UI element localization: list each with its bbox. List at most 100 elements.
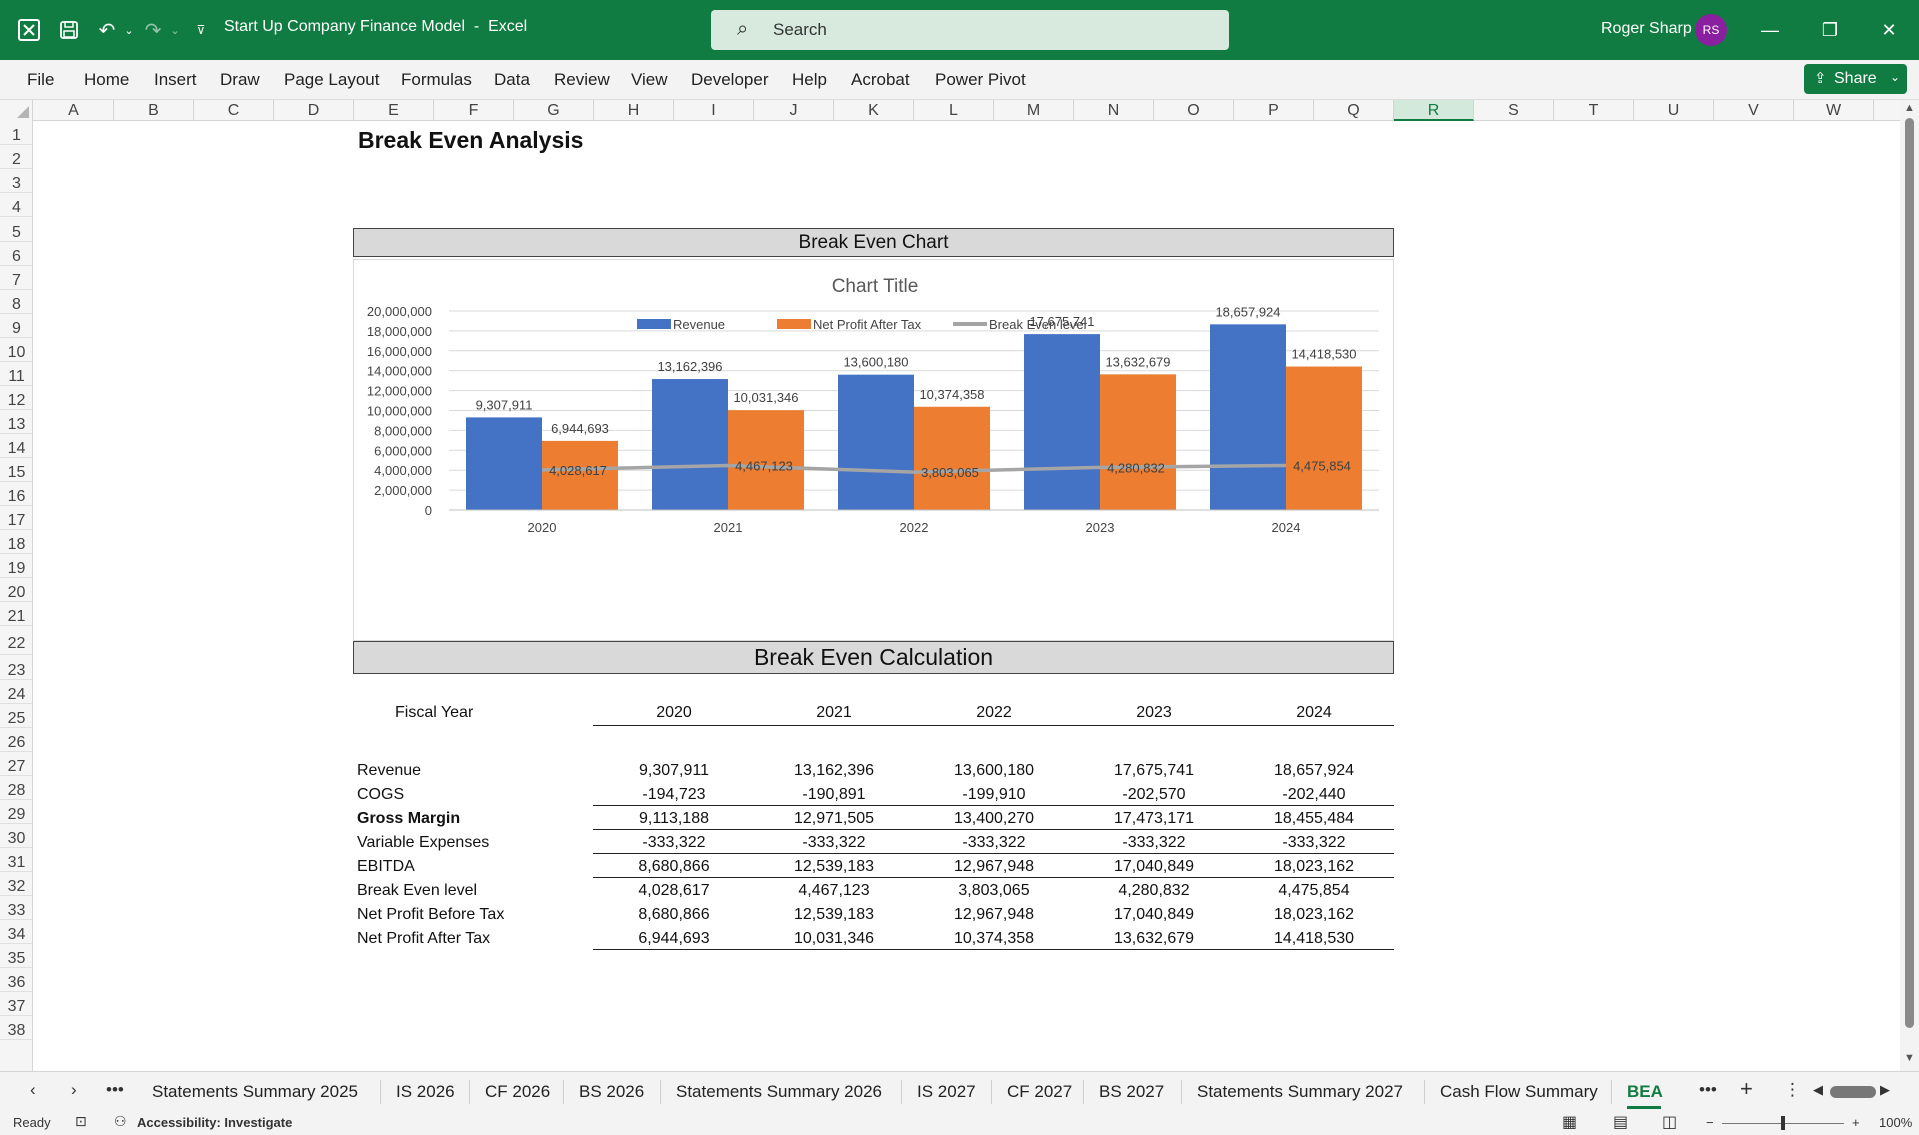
horizontal-scroll-thumb[interactable] [1830, 1086, 1876, 1098]
column-header-d[interactable]: D [274, 100, 354, 121]
ribbon-tab-insert[interactable]: Insert [154, 70, 197, 89]
ribbon-tab-review[interactable]: Review [554, 70, 610, 89]
row-header-22[interactable]: 22 [0, 626, 32, 655]
bar-net-profit-after-tax-2020[interactable] [542, 440, 618, 510]
table-cell[interactable]: 4,028,617 [638, 882, 710, 899]
row-header-3[interactable]: 3 [0, 169, 32, 193]
column-header-c[interactable]: C [194, 100, 274, 121]
row-header-18[interactable]: 18 [0, 530, 32, 554]
sheet-tab-cf-2027[interactable]: CF 2027 [1007, 1082, 1073, 1101]
bar-net-profit-after-tax-2024[interactable] [1286, 366, 1362, 510]
column-header-j[interactable]: J [754, 100, 834, 121]
column-header-l[interactable]: L [914, 100, 994, 121]
hscroll-left-icon[interactable]: ◀ [1813, 1082, 1823, 1097]
row-header-32[interactable]: 32 [0, 872, 32, 896]
table-cell[interactable]: -190,891 [802, 786, 866, 803]
close-icon[interactable]: ✕ [1881, 19, 1897, 40]
scroll-thumb[interactable] [1905, 118, 1914, 1028]
sheet-tab-is-2026[interactable]: IS 2026 [396, 1082, 455, 1101]
ribbon-tab-home[interactable]: Home [84, 70, 130, 89]
table-cell[interactable]: 9,113,188 [639, 810, 709, 827]
table-cell[interactable]: 18,657,924 [1273, 762, 1355, 779]
row-header-37[interactable]: 37 [0, 992, 32, 1016]
row-header-19[interactable]: 19 [0, 554, 32, 578]
column-header-w[interactable]: W [1794, 100, 1874, 121]
row-header-10[interactable]: 10 [0, 338, 32, 362]
ribbon-tab-draw[interactable]: Draw [220, 70, 260, 89]
row-header-17[interactable]: 17 [0, 506, 32, 530]
vertical-scrollbar[interactable]: ▲ ▼ [1900, 100, 1919, 1071]
table-cell[interactable]: 18,023,162 [1273, 858, 1355, 875]
row-header-15[interactable]: 15 [0, 458, 32, 482]
tab-next-icon[interactable]: › [71, 1080, 77, 1099]
table-cell[interactable]: 12,539,183 [793, 858, 875, 875]
table-cell[interactable]: 12,967,948 [953, 858, 1035, 875]
table-cell[interactable]: 13,600,180 [953, 762, 1035, 779]
table-cell[interactable]: 4,467,123 [798, 882, 870, 899]
column-header-b[interactable]: B [114, 100, 194, 121]
ribbon-tab-developer[interactable]: Developer [691, 70, 769, 89]
column-header-n[interactable]: N [1074, 100, 1154, 121]
table-cell[interactable]: -333,322 [962, 834, 1026, 851]
table-cell[interactable]: 3,803,065 [958, 882, 1030, 899]
table-cell[interactable]: 4,280,832 [1118, 882, 1190, 899]
column-header-g[interactable]: G [514, 100, 594, 121]
bar-revenue-2023[interactable] [1024, 334, 1100, 510]
sheet-tab-bs-2027[interactable]: BS 2027 [1099, 1082, 1165, 1101]
chevron-down-icon[interactable]: ⌄ [1890, 70, 1901, 84]
column-header-h[interactable]: H [594, 100, 674, 121]
share-button[interactable]: ⇪ Share ⌄ [1804, 64, 1907, 94]
user-name[interactable]: Roger Sharp [1601, 20, 1692, 37]
table-cell[interactable]: 17,040,849 [1113, 858, 1195, 875]
table-cell[interactable]: 10,374,358 [953, 930, 1035, 947]
worksheet[interactable]: Break Even Analysis Break Even Chart Cha… [34, 121, 1900, 1071]
add-sheet-icon[interactable]: + [1740, 1076, 1753, 1101]
row-header-27[interactable]: 27 [0, 752, 32, 776]
ribbon-tab-page-layout[interactable]: Page Layout [284, 70, 380, 89]
table-cell[interactable]: 18,023,162 [1273, 906, 1355, 923]
table-cell[interactable]: 13,400,270 [953, 810, 1035, 827]
column-header-s[interactable]: S [1474, 100, 1554, 121]
row-header-24[interactable]: 24 [0, 680, 32, 704]
row-header-36[interactable]: 36 [0, 968, 32, 992]
table-cell[interactable]: -333,322 [642, 834, 706, 851]
table-cell[interactable]: 9,307,911 [639, 762, 709, 779]
row-header-12[interactable]: 12 [0, 386, 32, 410]
column-header-e[interactable]: E [354, 100, 434, 121]
customize-toolbar-icon[interactable]: ⊽ [196, 23, 206, 37]
more-tabs-right-icon[interactable]: ••• [1699, 1080, 1717, 1099]
column-header-u[interactable]: U [1634, 100, 1714, 121]
row-header-6[interactable]: 6 [0, 242, 32, 266]
tab-prev-icon[interactable]: ‹ [30, 1080, 36, 1099]
table-cell[interactable]: 8,680,866 [638, 858, 710, 875]
row-header-25[interactable]: 25 [0, 704, 32, 728]
column-header-t[interactable]: T [1554, 100, 1634, 121]
column-header-p[interactable]: P [1234, 100, 1314, 121]
table-cell[interactable]: 4,475,854 [1278, 882, 1350, 899]
row-header-7[interactable]: 7 [0, 266, 32, 290]
column-header-v[interactable]: V [1714, 100, 1794, 121]
table-cell[interactable]: -202,440 [1282, 786, 1346, 803]
save-icon[interactable] [56, 17, 82, 43]
table-cell[interactable]: 18,455,484 [1273, 810, 1355, 827]
scroll-down-icon[interactable]: ▼ [1904, 1052, 1915, 1064]
table-cell[interactable]: -194,723 [642, 786, 706, 803]
scroll-up-icon[interactable]: ▲ [1904, 102, 1915, 114]
table-cell[interactable]: -202,570 [1122, 786, 1186, 803]
minimize-icon[interactable]: — [1761, 19, 1779, 40]
bar-revenue-2021[interactable] [652, 379, 728, 510]
row-header-4[interactable]: 4 [0, 193, 32, 217]
row-header-35[interactable]: 35 [0, 944, 32, 968]
column-header-f[interactable]: F [434, 100, 514, 121]
sheet-tab-statements-summary-2025[interactable]: Statements Summary 2025 [152, 1082, 358, 1101]
restore-icon[interactable]: ❐ [1821, 19, 1839, 40]
row-header-28[interactable]: 28 [0, 776, 32, 800]
zoom-out-icon[interactable]: − [1706, 1115, 1714, 1130]
row-header-9[interactable]: 9 [0, 314, 32, 338]
bar-net-profit-after-tax-2022[interactable] [914, 406, 990, 510]
column-header-i[interactable]: I [674, 100, 754, 121]
table-cell[interactable]: 10,031,346 [793, 930, 875, 947]
accessibility-status[interactable]: Accessibility: Investigate [137, 1115, 293, 1130]
table-cell[interactable]: 12,967,948 [953, 906, 1035, 923]
ribbon-tab-formulas[interactable]: Formulas [401, 70, 472, 89]
